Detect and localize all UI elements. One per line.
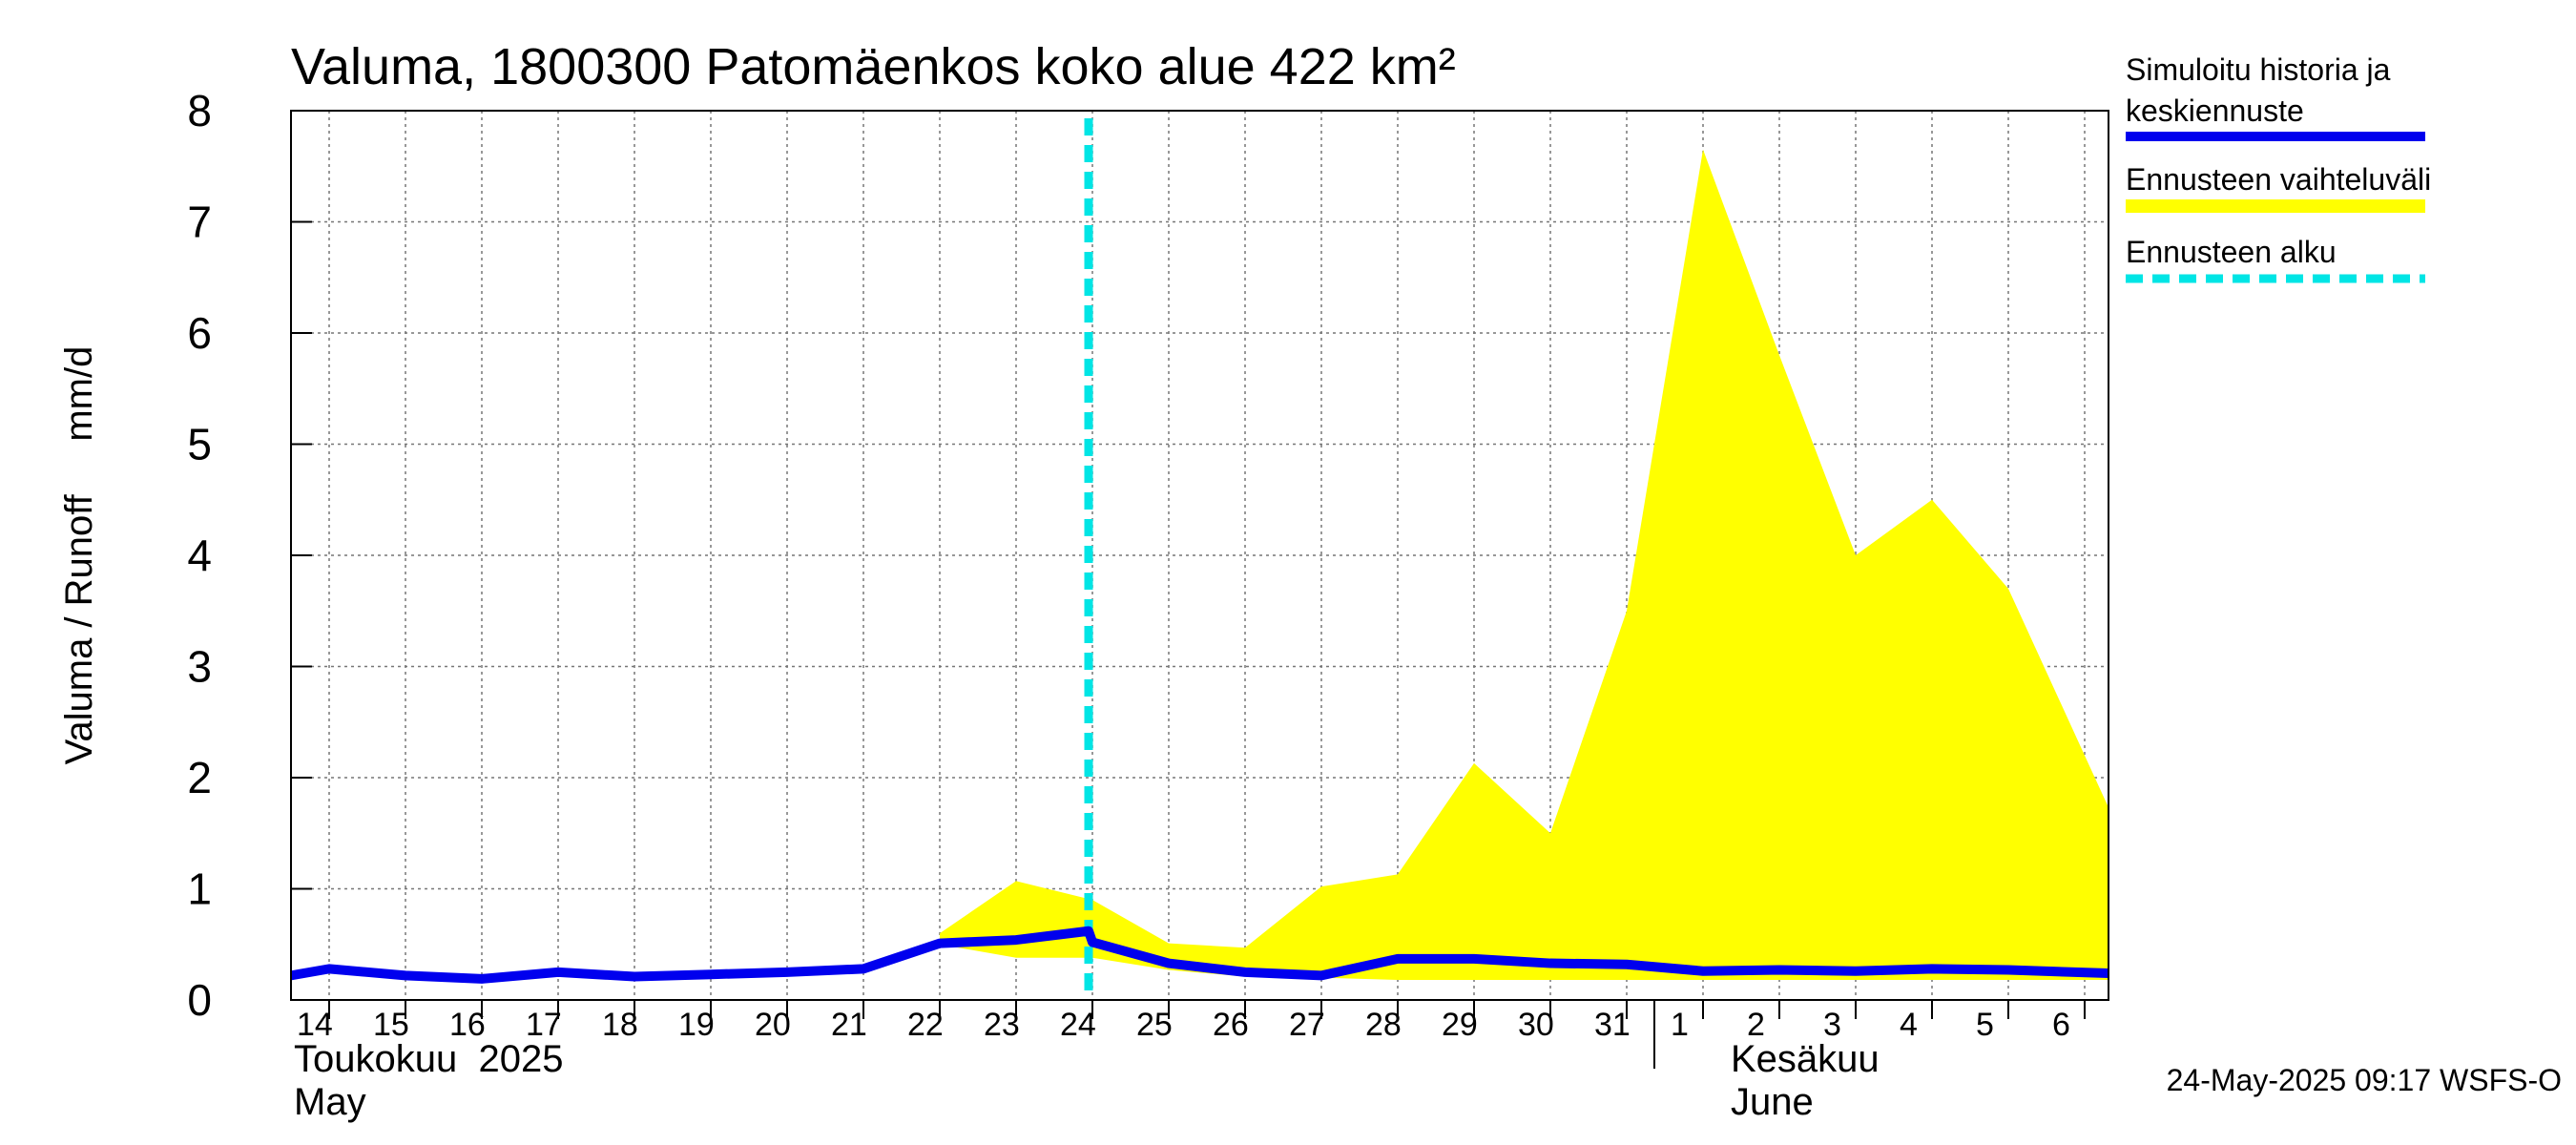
legend-label-simulated-line2: keskiennuste <box>2126 94 2304 128</box>
y-tick-label: 1 <box>187 864 212 914</box>
legend-label-simulated-line1: Simuloitu historia ja <box>2126 52 2391 87</box>
y-tick-label: 3 <box>187 642 212 692</box>
x-tick-label: 17 <box>526 1007 562 1043</box>
y-tick-label: 4 <box>187 531 212 580</box>
x-tick-label: 6 <box>2052 1007 2070 1043</box>
x-tick-label: 31 <box>1594 1007 1631 1043</box>
x-tick-label: 29 <box>1442 1007 1478 1043</box>
x-tick-label: 22 <box>907 1007 944 1043</box>
y-tick-label: 6 <box>187 308 212 358</box>
y-tick-label: 2 <box>187 753 212 802</box>
simulated-line-path <box>290 926 2109 984</box>
chart-title: Valuma, 1800300 Patomäenkos koko alue 42… <box>291 38 1456 95</box>
x-tick-label: 23 <box>984 1007 1020 1043</box>
month-label-may-fi: Toukokuu 2025 <box>294 1038 563 1080</box>
month-label-june-fi: Kesäkuu <box>1731 1038 1880 1080</box>
forecast-range-band <box>940 149 2109 981</box>
month-label-june-en: June <box>1731 1081 1814 1123</box>
legend-label-range: Ennusteen vaihteluväli <box>2126 162 2431 197</box>
x-tick-label: 28 <box>1365 1007 1402 1043</box>
x-tick-label: 16 <box>449 1007 486 1043</box>
x-tick-label: 26 <box>1213 1007 1249 1043</box>
y-axis-label: Valuma / Runoff mm/d <box>58 346 100 765</box>
simulated-history-line <box>290 926 2109 984</box>
x-tick-label: 14 <box>297 1007 333 1043</box>
x-tick-label: 5 <box>1976 1007 1994 1043</box>
legend-label-forecast-start: Ennusteen alku <box>2126 235 2337 269</box>
forecast-range-area <box>940 149 2109 981</box>
x-tick-label: 4 <box>1900 1007 1918 1043</box>
x-tick-label: 2 <box>1747 1007 1765 1043</box>
x-tick-label: 19 <box>678 1007 715 1043</box>
y-tick-label: 0 <box>187 975 212 1025</box>
y-tick-label: 8 <box>187 86 212 135</box>
x-tick-label: 30 <box>1518 1007 1554 1043</box>
x-tick-label: 1 <box>1671 1007 1689 1043</box>
x-tick-label: 25 <box>1136 1007 1173 1043</box>
x-tick-label: 21 <box>831 1007 867 1043</box>
x-tick-label: 15 <box>373 1007 409 1043</box>
x-tick-label: 20 <box>755 1007 791 1043</box>
x-tick-label: 27 <box>1289 1007 1325 1043</box>
y-tick-label: 5 <box>187 420 212 469</box>
footer-timestamp: 24-May-2025 09:17 WSFS-O <box>2167 1063 2562 1097</box>
x-tick-label: 24 <box>1060 1007 1096 1043</box>
x-tick-label: 3 <box>1823 1007 1841 1043</box>
x-axis: 14 15 16 17 18 19 20 21 22 23 24 25 26 27 28 29 30 31 1 2 3 4… <box>297 1000 2086 1043</box>
y-axis: 0 1 2 3 4 5 6 7 8 <box>187 86 312 1025</box>
month-label-may-en: May <box>294 1081 366 1123</box>
x-tick-label: 18 <box>602 1007 638 1043</box>
legend: Simuloitu historia ja keskiennuste Ennus… <box>2126 52 2431 283</box>
y-tick-label: 7 <box>187 198 212 247</box>
